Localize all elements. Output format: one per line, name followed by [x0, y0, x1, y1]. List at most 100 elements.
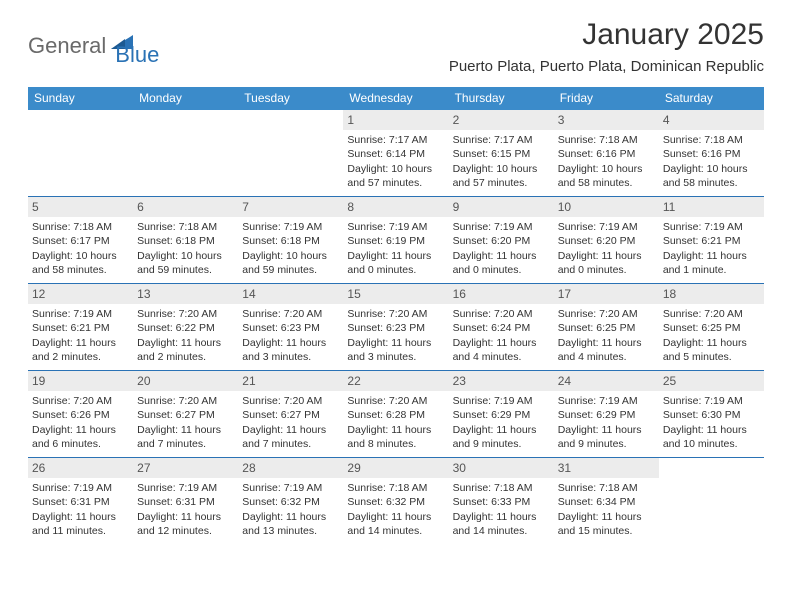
day-body: Sunrise: 7:19 AMSunset: 6:30 PMDaylight:… — [659, 391, 764, 453]
daylight-line: Daylight: 10 hours and 58 minutes. — [663, 162, 760, 190]
sunset-line: Sunset: 6:20 PM — [558, 234, 655, 248]
day-cell: 19Sunrise: 7:20 AMSunset: 6:26 PMDayligh… — [28, 371, 133, 457]
daylight-line: Daylight: 11 hours and 14 minutes. — [347, 510, 444, 538]
day-cell: 13Sunrise: 7:20 AMSunset: 6:22 PMDayligh… — [133, 284, 238, 370]
day-cell: 22 Sunrise: 7:20 AMSunset: 6:28 PMDayligh… — [343, 371, 448, 457]
sunrise-line: Sunrise: 7:20 AM — [137, 394, 234, 408]
daylight-line: Daylight: 11 hours and 11 minutes. — [32, 510, 129, 538]
sunrise-line: Sunrise: 7:18 AM — [32, 220, 129, 234]
day-number: 13 — [133, 284, 238, 304]
daylight-line: Daylight: 11 hours and 9 minutes. — [558, 423, 655, 451]
sunset-line: Sunset: 6:23 PM — [347, 321, 444, 335]
day-number: 31 — [554, 458, 659, 478]
daylight-line: Daylight: 11 hours and 3 minutes. — [242, 336, 339, 364]
sunset-line: Sunset: 6:33 PM — [453, 495, 550, 509]
sunset-line: Sunset: 6:29 PM — [558, 408, 655, 422]
sunset-line: Sunset: 6:25 PM — [558, 321, 655, 335]
sunrise-line: Sunrise: 7:19 AM — [453, 394, 550, 408]
logo-text-blue: Blue — [115, 42, 159, 68]
day-body: Sunrise: 7:19 AMSunset: 6:20 PMDaylight:… — [554, 217, 659, 279]
day-number — [238, 110, 343, 130]
day-cell: 23Sunrise: 7:19 AMSunset: 6:29 PMDayligh… — [449, 371, 554, 457]
daylight-line: Daylight: 10 hours and 58 minutes. — [32, 249, 129, 277]
day-number: 20 — [133, 371, 238, 391]
day-cell: 4Sunrise: 7:18 AMSunset: 6:16 PMDaylight… — [659, 110, 764, 196]
day-body: Sunrise: 7:20 AMSunset: 6:24 PMDaylight:… — [449, 304, 554, 366]
daylight-line: Daylight: 11 hours and 0 minutes. — [347, 249, 444, 277]
week-row: 26Sunrise: 7:19 AMSunset: 6:31 PMDayligh… — [28, 458, 764, 544]
sunrise-line: Sunrise: 7:20 AM — [347, 394, 444, 408]
sunset-line: Sunset: 6:23 PM — [242, 321, 339, 335]
sunset-line: Sunset: 6:26 PM — [32, 408, 129, 422]
day-body: Sunrise: 7:19 AMSunset: 6:21 PMDaylight:… — [28, 304, 133, 366]
weekday-header: Saturday — [659, 87, 764, 110]
daylight-line: Daylight: 11 hours and 8 minutes. — [347, 423, 444, 451]
sunrise-line: Sunrise: 7:19 AM — [137, 481, 234, 495]
sunrise-line: Sunrise: 7:19 AM — [558, 394, 655, 408]
day-number — [659, 458, 764, 478]
day-cell: 20Sunrise: 7:20 AMSunset: 6:27 PMDayligh… — [133, 371, 238, 457]
weekday-header: Friday — [554, 87, 659, 110]
sunrise-line: Sunrise: 7:19 AM — [453, 220, 550, 234]
sunset-line: Sunset: 6:31 PM — [137, 495, 234, 509]
day-cell: 5Sunrise: 7:18 AMSunset: 6:17 PMDaylight… — [28, 197, 133, 283]
logo-text-general: General — [28, 33, 106, 59]
sunset-line: Sunset: 6:31 PM — [32, 495, 129, 509]
day-number: 28 — [238, 458, 343, 478]
day-number: 25 — [659, 371, 764, 391]
day-cell: 10Sunrise: 7:19 AMSunset: 6:20 PMDayligh… — [554, 197, 659, 283]
day-number: 21 — [238, 371, 343, 391]
sunset-line: Sunset: 6:34 PM — [558, 495, 655, 509]
month-title: January 2025 — [449, 18, 764, 52]
title-block: January 2025 Puerto Plata, Puerto Plata,… — [449, 18, 764, 83]
day-number: 22 — [343, 371, 448, 391]
day-body: Sunrise: 7:20 AMSunset: 6:26 PMDaylight:… — [28, 391, 133, 453]
day-cell: 26Sunrise: 7:19 AMSunset: 6:31 PMDayligh… — [28, 458, 133, 544]
day-number: 4 — [659, 110, 764, 130]
sunrise-line: Sunrise: 7:20 AM — [242, 394, 339, 408]
day-number: 2 — [449, 110, 554, 130]
sunset-line: Sunset: 6:28 PM — [347, 408, 444, 422]
sunrise-line: Sunrise: 7:19 AM — [558, 220, 655, 234]
day-cell: 31Sunrise: 7:18 AMSunset: 6:34 PMDayligh… — [554, 458, 659, 544]
daylight-line: Daylight: 11 hours and 1 minute. — [663, 249, 760, 277]
day-cell: 17Sunrise: 7:20 AMSunset: 6:25 PMDayligh… — [554, 284, 659, 370]
daylight-line: Daylight: 11 hours and 7 minutes. — [242, 423, 339, 451]
day-body: Sunrise: 7:20 AMSunset: 6:25 PMDaylight:… — [554, 304, 659, 366]
daylight-line: Daylight: 10 hours and 59 minutes. — [137, 249, 234, 277]
daylight-line: Daylight: 11 hours and 0 minutes. — [453, 249, 550, 277]
daylight-line: Daylight: 11 hours and 12 minutes. — [137, 510, 234, 538]
sunrise-line: Sunrise: 7:19 AM — [347, 220, 444, 234]
weekday-header-row: SundayMondayTuesdayWednesdayThursdayFrid… — [28, 87, 764, 110]
sunset-line: Sunset: 6:27 PM — [242, 408, 339, 422]
day-number: 30 — [449, 458, 554, 478]
day-body: Sunrise: 7:20 AMSunset: 6:22 PMDaylight:… — [133, 304, 238, 366]
day-body: Sunrise: 7:18 AMSunset: 6:17 PMDaylight:… — [28, 217, 133, 279]
sunset-line: Sunset: 6:21 PM — [663, 234, 760, 248]
sunrise-line: Sunrise: 7:20 AM — [32, 394, 129, 408]
daylight-line: Daylight: 10 hours and 59 minutes. — [242, 249, 339, 277]
sunrise-line: Sunrise: 7:19 AM — [242, 220, 339, 234]
location: Puerto Plata, Puerto Plata, Dominican Re… — [449, 58, 764, 75]
weekday-header: Thursday — [449, 87, 554, 110]
sunset-line: Sunset: 6:22 PM — [137, 321, 234, 335]
sunrise-line: Sunrise: 7:20 AM — [453, 307, 550, 321]
empty-cell — [659, 458, 764, 544]
daylight-line: Daylight: 11 hours and 13 minutes. — [242, 510, 339, 538]
calendar-page: General Blue January 2025 Puerto Plata, … — [0, 0, 792, 554]
daylight-line: Daylight: 11 hours and 3 minutes. — [347, 336, 444, 364]
weekday-header: Monday — [133, 87, 238, 110]
empty-cell — [238, 110, 343, 196]
day-body: Sunrise: 7:18 AMSunset: 6:16 PMDaylight:… — [659, 130, 764, 192]
day-body: Sunrise: 7:20 AMSunset: 6:27 PMDaylight:… — [133, 391, 238, 453]
day-number: 23 — [449, 371, 554, 391]
header: General Blue January 2025 Puerto Plata, … — [28, 18, 764, 83]
sunrise-line: Sunrise: 7:20 AM — [242, 307, 339, 321]
sunrise-line: Sunrise: 7:20 AM — [137, 307, 234, 321]
weeks: 1Sunrise: 7:17 AMSunset: 6:14 PMDaylight… — [28, 110, 764, 544]
day-cell: 2Sunrise: 7:17 AMSunset: 6:15 PMDaylight… — [449, 110, 554, 196]
sunrise-line: Sunrise: 7:18 AM — [347, 481, 444, 495]
sunset-line: Sunset: 6:20 PM — [453, 234, 550, 248]
daylight-line: Daylight: 10 hours and 58 minutes. — [558, 162, 655, 190]
daylight-line: Daylight: 11 hours and 10 minutes. — [663, 423, 760, 451]
